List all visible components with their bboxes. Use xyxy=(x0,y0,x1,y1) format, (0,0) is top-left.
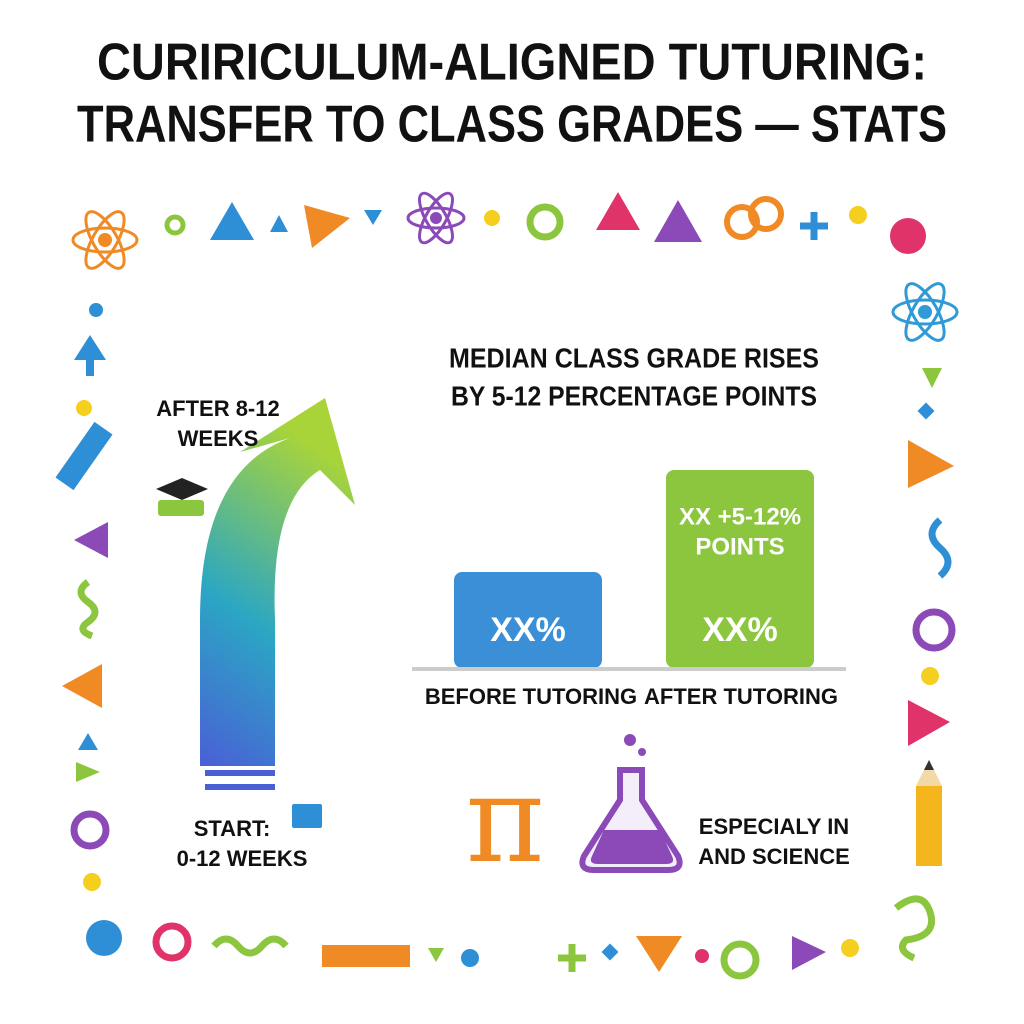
arrow-end-label: AFTER 8-12 xyxy=(156,396,279,421)
decoration xyxy=(84,210,126,270)
arrow-stripe xyxy=(205,770,275,776)
decoration xyxy=(418,191,454,245)
bar-label: AFTER TUTORING xyxy=(644,684,838,709)
bar-after xyxy=(666,470,814,668)
arrow-end-label: WEEKS xyxy=(178,426,259,451)
decorations xyxy=(55,191,959,980)
decoration xyxy=(74,522,108,558)
arrow-start-label: START: xyxy=(194,816,271,841)
decoration xyxy=(418,191,454,245)
decoration xyxy=(322,945,410,967)
decoration xyxy=(78,733,98,750)
decoration xyxy=(636,936,682,972)
decoration xyxy=(83,873,101,891)
decoration xyxy=(98,233,112,247)
progress-arrow xyxy=(200,398,355,766)
decoration xyxy=(918,305,932,319)
decoration xyxy=(890,218,926,254)
decoration xyxy=(916,786,942,866)
decoration xyxy=(86,920,122,956)
decoration xyxy=(71,210,139,270)
bar-gain-text: POINTS xyxy=(695,533,784,560)
title-line: CURIRICULUM-ALIGNED TUTURING: xyxy=(97,34,927,92)
decoration xyxy=(924,760,934,770)
note-line: ESPECIALY IN xyxy=(699,814,849,839)
decoration xyxy=(893,895,935,962)
decoration xyxy=(484,210,500,226)
decoration xyxy=(152,922,192,962)
decoration xyxy=(792,936,826,970)
decoration xyxy=(76,762,100,782)
decoration xyxy=(70,810,110,850)
decoration xyxy=(55,421,113,491)
decoration xyxy=(912,608,956,652)
bar-gain-text: XX +5-12% xyxy=(679,503,801,530)
decoration xyxy=(922,368,942,388)
decoration xyxy=(428,948,444,962)
decoration xyxy=(916,760,942,786)
comparison-heading: BY 5-12 PERCENTAGE POINTS xyxy=(451,380,817,411)
decoration xyxy=(406,191,466,245)
decoration xyxy=(76,400,92,416)
decoration xyxy=(461,949,479,967)
decoration xyxy=(270,215,288,232)
decoration xyxy=(430,212,442,224)
decoration xyxy=(904,282,946,342)
decoration xyxy=(364,210,382,225)
decoration xyxy=(849,206,867,224)
book-icon xyxy=(292,804,322,828)
decoration xyxy=(891,282,959,342)
decoration xyxy=(210,202,254,240)
arrow-stripe xyxy=(205,784,275,790)
grad-cap xyxy=(156,478,208,500)
decoration xyxy=(695,949,709,963)
decoration xyxy=(917,402,935,420)
decoration xyxy=(86,358,94,376)
flask-liquid xyxy=(590,830,674,864)
decoration xyxy=(908,700,950,746)
decoration xyxy=(921,667,939,685)
decoration xyxy=(748,196,784,232)
decoration xyxy=(62,664,102,708)
decoration xyxy=(928,517,952,579)
pi-icon: π xyxy=(466,751,545,890)
decoration xyxy=(84,210,126,270)
arrow-start-label: 0-12 WEEKS xyxy=(177,846,308,871)
decoration xyxy=(601,943,619,961)
bubble xyxy=(638,748,646,756)
decoration xyxy=(89,303,103,317)
decoration xyxy=(406,206,466,230)
decoration xyxy=(304,205,350,248)
decoration xyxy=(904,282,946,342)
decoration xyxy=(526,203,564,241)
decoration xyxy=(841,939,859,957)
decoration xyxy=(654,200,702,242)
bar-value-text: XX% xyxy=(702,611,778,649)
bar-value-text: XX% xyxy=(490,611,566,649)
decoration xyxy=(71,226,139,254)
decoration xyxy=(908,440,954,488)
books-icon xyxy=(158,500,204,516)
comparison-heading: MEDIAN CLASS GRADE RISES xyxy=(449,342,819,373)
decoration xyxy=(800,212,828,240)
bubble xyxy=(624,734,636,746)
title-line: TRANSFER TO CLASS GRADES — STATS xyxy=(77,96,947,154)
decoration xyxy=(558,944,586,972)
decoration xyxy=(77,579,99,640)
decoration xyxy=(211,935,289,957)
note-line: AND SCIENCE xyxy=(698,844,850,869)
decoration xyxy=(74,335,106,360)
bar-label: BEFORE TUTORING xyxy=(425,684,637,709)
bar-before xyxy=(454,572,602,668)
decoration xyxy=(720,940,760,980)
decoration xyxy=(596,192,640,230)
decoration xyxy=(891,298,959,326)
decoration xyxy=(164,214,186,236)
